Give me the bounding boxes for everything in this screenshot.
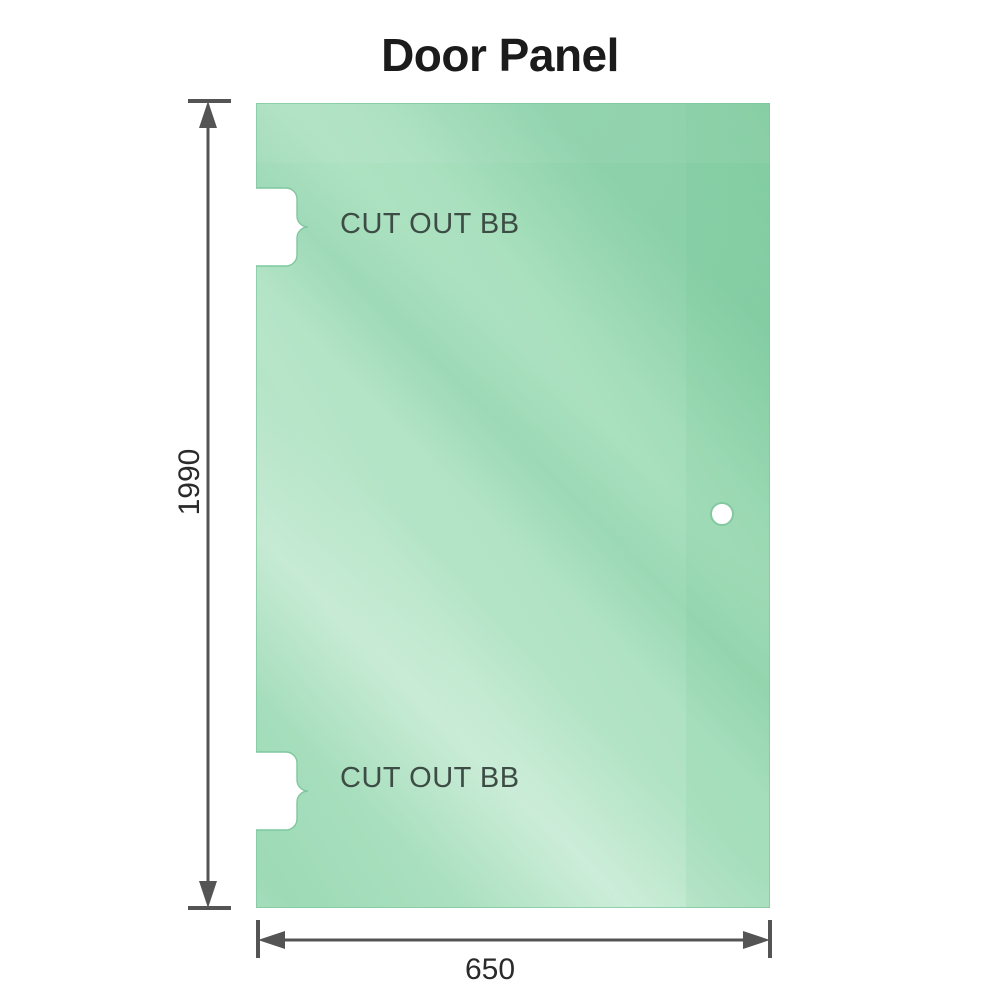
dimension-value-height: 1990 [173,448,206,516]
door-panel [256,103,770,908]
door-panel-graphic [256,103,770,908]
handle-hole [710,502,734,526]
cutout-label-top: CUT OUT BB [340,208,520,240]
arrowhead-up-icon [199,101,217,128]
arrowhead-left-icon [258,931,285,949]
cutout-label-bottom: CUT OUT BB [340,762,520,794]
panel-outline [256,103,770,908]
page-title: Door Panel [381,29,619,81]
dimension-value-width: 650 [464,953,516,986]
glass-reflection-streaks [256,103,770,908]
arrowhead-down-icon [199,881,217,908]
arrowhead-right-icon [743,931,770,949]
